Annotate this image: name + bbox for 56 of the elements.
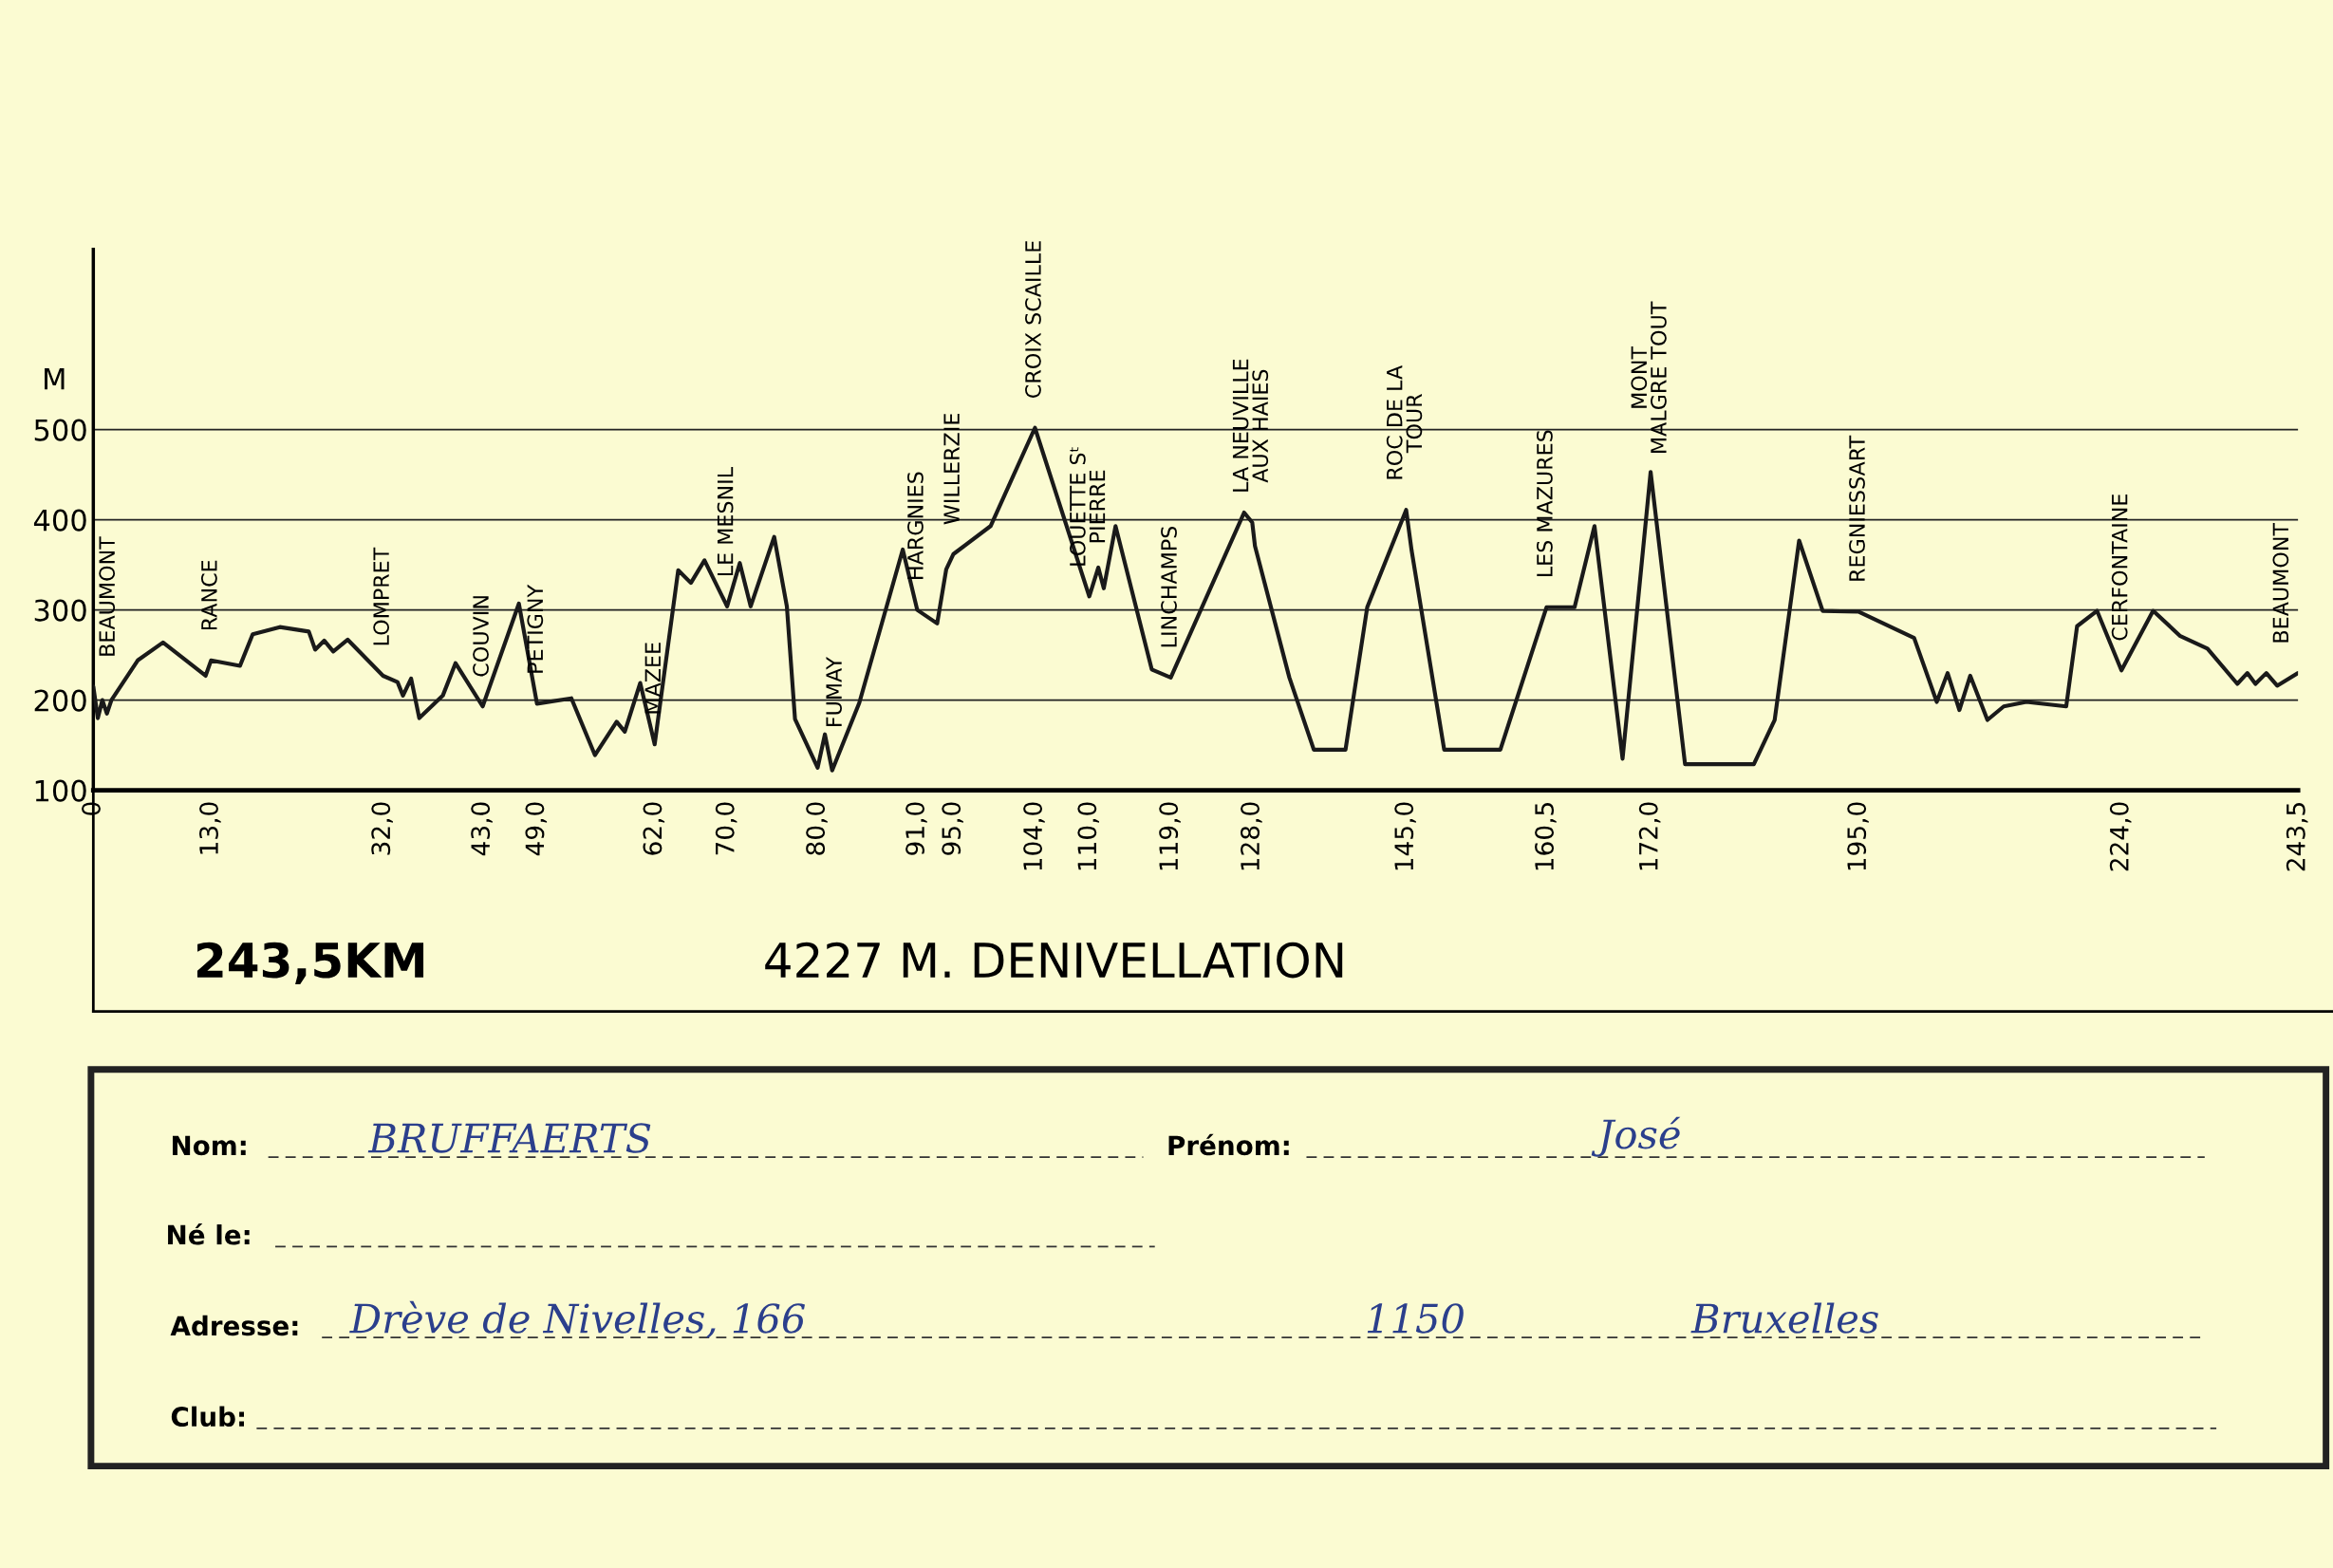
annotation: LOUETTE Sᵗ PIERRE [1069, 447, 1106, 566]
text: BRUFFAERTS [367, 1123, 651, 1153]
annotation: WILLERZIE [943, 414, 960, 525]
x-tick-label: 62,0 [643, 802, 665, 855]
x-tick-label: 145,0 [1394, 802, 1416, 870]
x-tick-label: 110,0 [1077, 802, 1099, 870]
annotation: CROIX SCAILLE [1025, 241, 1041, 398]
x-tick-label: 95,0 [942, 802, 963, 855]
y-tick-label: 400 [33, 509, 86, 532]
annotation: LES MAZURES [1537, 430, 1553, 577]
annotation: REGNIESSART [1849, 435, 1865, 581]
y-tick-label: 300 [34, 599, 86, 622]
annotation: LA NEUVILLE AUX HAIES [1232, 359, 1269, 492]
annotation: COUVIN [473, 596, 489, 677]
text: Nom: [172, 1135, 246, 1156]
annotation: RANCE [200, 560, 217, 630]
x-tick-label: 243,5 [2286, 803, 2308, 871]
y-tick-label: 100 [35, 779, 86, 802]
text: Drève de Nivelles, 166 [349, 1300, 806, 1338]
x-tick-label: 80,0 [806, 802, 828, 855]
y-tick-label: 200 [34, 689, 86, 712]
x-tick-label: 13,0 [199, 802, 221, 854]
x-tick-label: 224,0 [2109, 802, 2132, 871]
x-tick-label: 119,0 [1159, 802, 1181, 870]
y-tick-label: 500 [34, 419, 86, 441]
annotation: FUMAY [826, 656, 842, 727]
text: José [1591, 1116, 1681, 1157]
annotation: BEAUMONT [2272, 522, 2289, 643]
x-tick-label: 128,0 [1241, 802, 1262, 870]
x-tick-label: 49,0 [525, 802, 548, 856]
text: 4227 M. DENIVELLATION [765, 942, 1343, 979]
annotation: LINCHAMPS [1161, 526, 1177, 647]
text: 243,5KM [196, 942, 424, 984]
x-tick-label: 43,0 [471, 802, 493, 856]
y-axis-title: M [45, 367, 65, 390]
annotation: BEAUMONT [99, 536, 116, 656]
annotation: MONT MALGRE TOUT [1631, 301, 1667, 453]
annotation: CERFONTAINE [2111, 494, 2128, 641]
annotation: ROC DE LA TOUR [1386, 365, 1423, 479]
x-tick-label: 104,0 [1023, 802, 1045, 870]
x-tick-label: 32,0 [371, 802, 393, 855]
text: Prénom: [1168, 1133, 1289, 1156]
annotation: LOMPRET [373, 547, 390, 645]
annotation: HARGNIES [907, 472, 924, 579]
annotation: LE MESNIL [717, 467, 734, 576]
text: Bruxelles [1690, 1302, 1878, 1334]
x-tick-label: 70,0 [715, 802, 737, 855]
x-tick-label: 172,0 [1638, 802, 1661, 870]
x-tick-label: 91,0 [905, 802, 927, 855]
annotation: PETIGNY [527, 584, 544, 673]
text: Né le: [168, 1223, 250, 1245]
text: 1150 [1367, 1303, 1464, 1334]
x-tick-label: 160,5 [1535, 803, 1557, 870]
x-tick-label: 195,0 [1847, 802, 1869, 870]
text: Club: [171, 1406, 244, 1428]
text: Adresse: [170, 1315, 298, 1336]
